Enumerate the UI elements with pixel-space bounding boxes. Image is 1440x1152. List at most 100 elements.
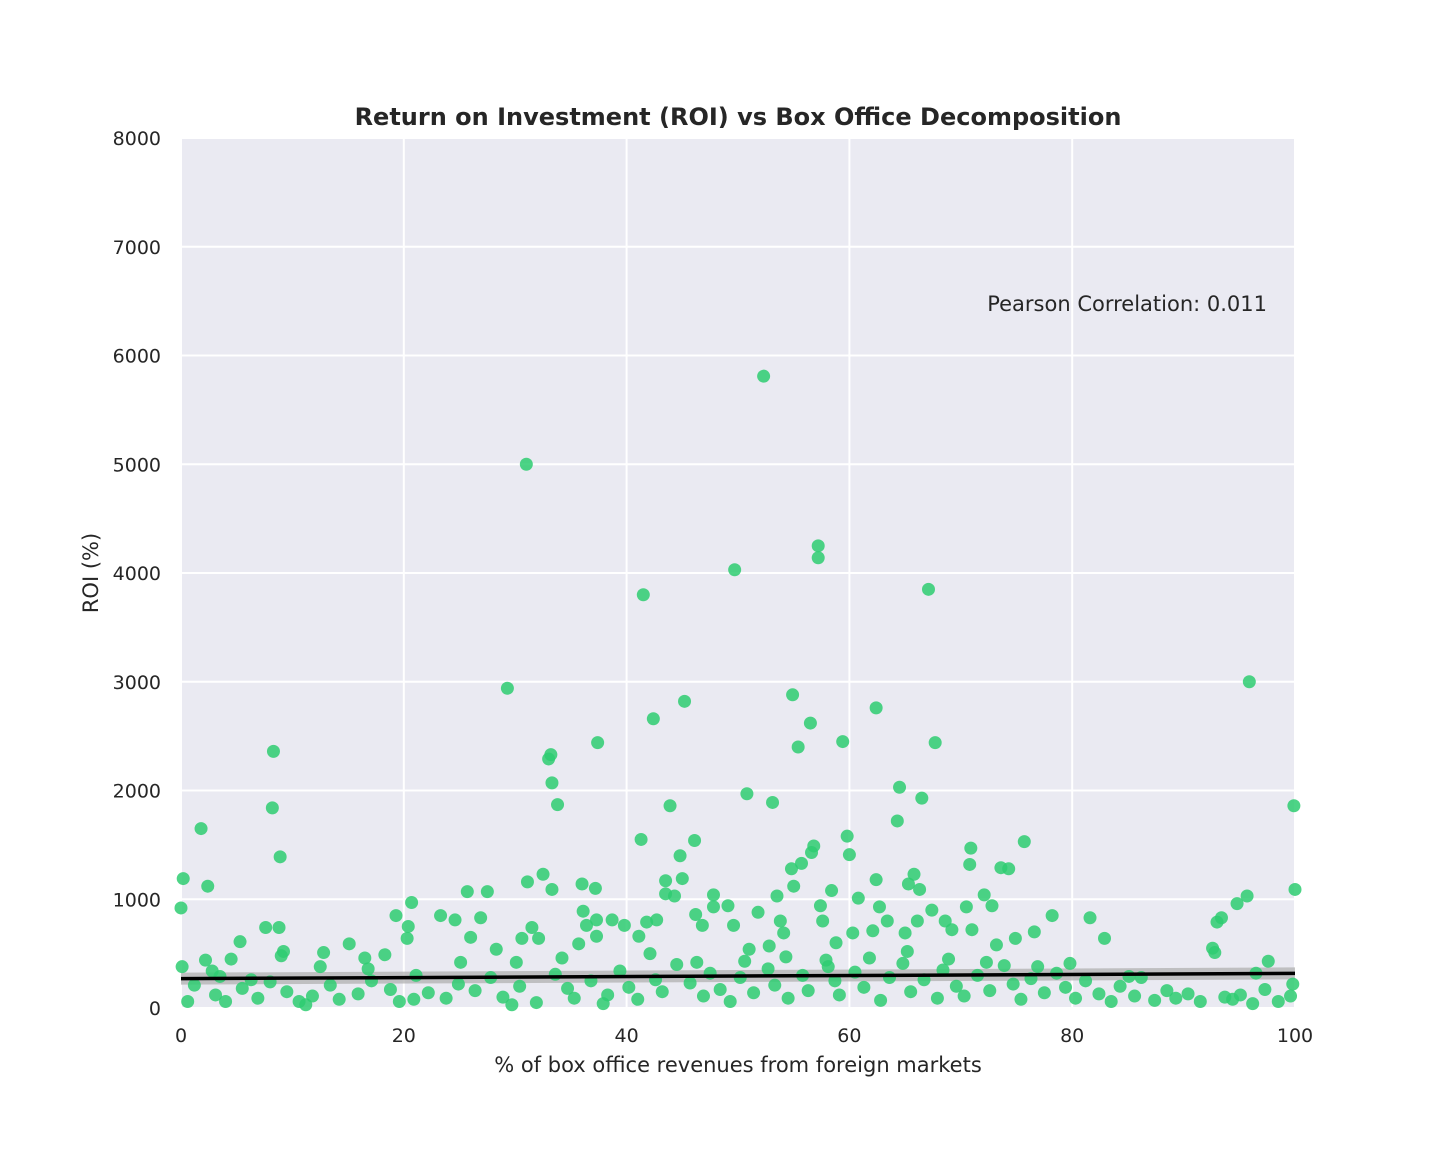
data-point [915,791,929,805]
data-point [1002,862,1016,876]
data-point [323,978,337,992]
x-tick-label: 0 [175,1025,187,1047]
data-point [728,563,742,577]
data-point [846,926,860,940]
data-point [1287,799,1301,813]
regression-line [180,971,1296,981]
y-tick-label: 0 [149,998,161,1020]
data-point [545,882,559,896]
data-point [175,960,189,974]
y-tick-label: 4000 [113,563,161,585]
data-point [828,974,842,988]
data-point [561,981,575,995]
data-point [605,913,619,927]
data-point [869,873,883,887]
data-point [757,369,771,383]
data-point [1031,960,1045,974]
data-point [670,958,684,971]
data-point [358,951,372,965]
data-point [596,997,610,1011]
data-point [545,776,559,790]
data-point [500,681,514,695]
data-point [1288,882,1302,896]
data-point [900,944,914,958]
data-point [851,891,865,905]
data-point [862,951,876,965]
data-point [723,994,737,1008]
y-tick-labels: 0 1000 2000 3000 4000 5000 6000 7000 8000 [113,128,161,1020]
data-point [942,952,956,966]
data-point [1017,835,1031,849]
data-point [194,822,208,836]
data-point [1242,675,1256,689]
data-point [1069,991,1083,1005]
data-point [575,877,589,891]
data-point [555,951,569,965]
data-point [199,953,213,967]
data-point [636,588,650,602]
y-tick-label: 7000 [113,237,161,259]
data-point [622,980,636,994]
data-point [784,862,798,876]
data-point [405,896,419,910]
data-point [401,919,415,933]
data-point [695,918,709,932]
data-point [907,867,921,881]
data-point [1226,992,1240,1006]
data-point [631,992,645,1006]
data-point [959,900,973,914]
data-point [389,909,403,923]
data-point [1246,997,1260,1011]
data-point [181,994,195,1008]
data-point [259,921,273,935]
data-point [174,901,188,915]
data-point [742,942,756,956]
data-point [945,923,959,937]
data-point [392,994,406,1008]
x-axis-label: % of box office revenues from foreign ma… [494,1053,982,1077]
data-point [761,962,775,976]
data-point [265,801,279,815]
data-point [807,839,821,853]
data-point [787,879,801,893]
data-point [532,931,546,945]
data-point [1181,987,1195,1001]
data-point [378,948,392,962]
y-tick-label: 8000 [113,128,161,150]
data-point [1098,931,1112,945]
data-point [786,688,800,702]
data-point [205,964,219,978]
data-point [1240,889,1254,903]
data-point [811,539,825,553]
data-point [957,989,971,1003]
data-point [655,985,669,999]
data-point [706,888,720,902]
data-point [936,963,950,977]
data-point [713,983,727,997]
data-point [777,926,791,940]
data-point [474,911,488,925]
x-tick-label: 100 [1277,1025,1313,1047]
data-point [613,964,627,978]
data-point [468,984,482,998]
data-point [576,904,590,918]
data-point [187,978,201,992]
data-point [643,947,657,961]
data-point [513,979,527,993]
x-tick-label: 60 [837,1025,861,1047]
data-point [617,918,631,932]
data-point [893,780,907,794]
data-point [544,748,558,762]
data-point [454,955,468,969]
data-point [821,960,835,974]
data-point [794,856,808,870]
data-point [299,998,313,1012]
data-point [400,931,414,945]
y-axis-label: ROI (%) [79,533,103,613]
data-point [727,918,741,932]
data-point [813,899,827,913]
y-tick-label: 5000 [113,454,161,476]
data-point [925,903,939,917]
data-point [421,986,435,1000]
data-point [779,950,793,964]
